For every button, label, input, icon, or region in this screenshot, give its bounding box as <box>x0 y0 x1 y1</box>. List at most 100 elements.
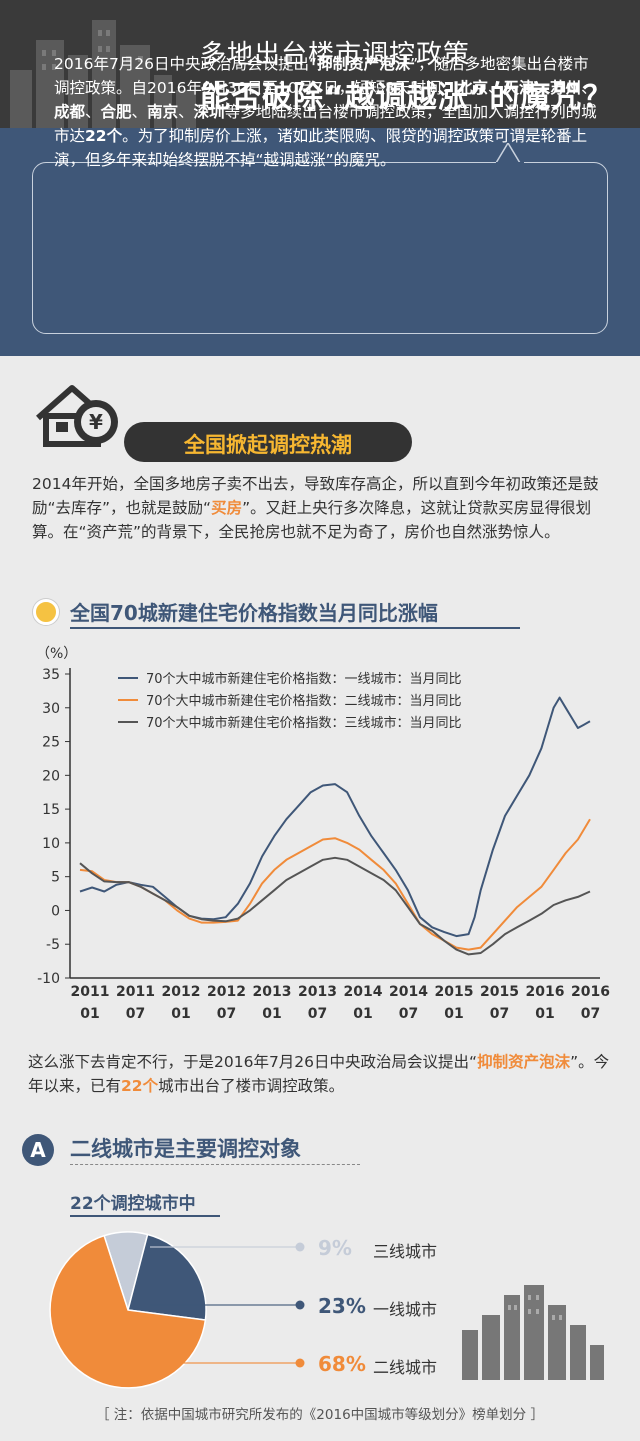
section-a-title: 二线城市是主要调控对象 <box>70 1137 301 1161</box>
para2-text-a: 这么涨下去肯定不行，于是2016年7月26日中央政治局会议提出“ <box>28 1053 478 1071</box>
intro-text: 2016年7月26日中央政治局会议提出“抑制资产泡沫”，随后多地密集出台楼市调控… <box>54 52 602 172</box>
x-tick-label-year: 2015 <box>435 984 474 1000</box>
para1-text-b: ”。又赶上央行多次降息，这就让贷款买房显得很划算。在“资产荒”的背景下，全民抢房… <box>32 499 592 541</box>
y-tick-label: 10 <box>42 836 60 852</box>
x-tick-label-month: 01 <box>353 1006 372 1022</box>
x-tick-label-month: 07 <box>399 1006 418 1022</box>
legend-label-2: 70个大中城市新建住宅价格指数：二线城市：当月同比 <box>146 693 462 709</box>
y-tick-label: 5 <box>51 870 60 886</box>
intro-text-segment: 。为了抑制房价上涨，诸如此类限购、限贷的调控政策可谓是轮番上演，但多年来却始终摆… <box>54 127 588 169</box>
chart-title-bullet-icon <box>33 599 59 625</box>
section1-banner: 全国掀起调控热潮 <box>124 422 412 462</box>
x-tick-label-year: 2011 <box>71 984 110 1000</box>
x-tick-label-year: 2016 <box>526 984 565 1000</box>
x-tick-label-month: 07 <box>581 1006 600 1022</box>
section-a-badge: A <box>22 1134 54 1166</box>
pie-title: 22个调控城市中 <box>70 1194 196 1214</box>
pie-leader-dot-2 <box>295 1300 305 1310</box>
house-yen-icon: ¥ <box>36 385 118 447</box>
pie-title-underline <box>70 1215 220 1217</box>
x-tick-label-year: 2014 <box>389 984 428 1000</box>
city-skyline-small-icon <box>462 1285 604 1380</box>
intro-text-segment: 、 <box>581 79 597 97</box>
intro-text-bold: 成都 <box>54 103 86 121</box>
header-title-line1: 多地出台楼市调控政策 <box>200 40 471 70</box>
section-a-underline <box>70 1164 360 1165</box>
line-chart: （%） -10 -5 0 5 10 15 20 25 30 35 2011 01 2011 07 2012 01… <box>36 646 610 1022</box>
pie-legend-name-tier2: 二线城市 <box>373 1358 438 1377</box>
x-tick-label-month: 07 <box>126 1006 145 1022</box>
y-tick-label: 0 <box>51 903 60 919</box>
pie-legend-pct-tier2: 68% <box>318 1352 366 1376</box>
intro-text-segment: 、 <box>178 103 194 121</box>
x-tick-label-month: 07 <box>308 1006 327 1022</box>
x-tick-label-year: 2011 <box>116 984 155 1000</box>
pie-legend-pct-tier3: 9% <box>318 1236 352 1260</box>
y-tick-label: 20 <box>42 768 60 784</box>
section1-banner-label: 全国掀起调控热潮 <box>184 433 352 457</box>
pie-chart <box>49 1231 305 1389</box>
para2-highlight1: 抑制资产泡沫 <box>477 1053 571 1071</box>
x-tick-label-year: 2015 <box>480 984 519 1000</box>
city-skyline-icon <box>10 20 196 128</box>
y-tick-label: -5 <box>46 937 60 953</box>
para2-highlight2: 22个 <box>121 1077 159 1095</box>
x-tick-label-month: 01 <box>535 1006 554 1022</box>
intro-text-segment: ”，随后多地密集出台楼市调控政策。自2016年9月30日至10月7日，短短8天时… <box>54 55 589 97</box>
para2-text-c: 城市出台了楼市调控政策。 <box>158 1077 345 1095</box>
legend-label-3: 70个大中城市新建住宅价格指数：三线城市：当月同比 <box>146 715 462 731</box>
y-axis-label: （%） <box>36 646 77 662</box>
pie-legend-pct-tier1: 23% <box>318 1294 366 1318</box>
series-line-1 <box>79 696 591 938</box>
svg-text:¥: ¥ <box>89 410 103 434</box>
para1-text-a: 2014年开始，全国多地房子卖不出去，导致库存高企，所以直到今年初政策还是鼓励“… <box>32 475 599 517</box>
x-tick-label-month: 07 <box>217 1006 236 1022</box>
chart-title-underline <box>70 627 520 629</box>
x-tick-label-year: 2016 <box>571 984 610 1000</box>
x-tick-label-month: 01 <box>171 1006 190 1022</box>
x-tick-label-year: 2013 <box>253 984 292 1000</box>
series-line-3 <box>79 856 591 956</box>
pie-legend-name-tier1: 一线城市 <box>373 1300 438 1319</box>
intro-text-bold: 深圳 <box>193 103 225 121</box>
intro-text-bold: 抑制资产泡沫 <box>317 55 411 73</box>
x-tick-label-year: 2013 <box>298 984 337 1000</box>
intro-text-bold: 合肥 <box>100 103 132 121</box>
y-tick-label: 35 <box>42 667 60 683</box>
pie-legend-name-tier3: 三线城市 <box>373 1242 438 1261</box>
intro-text-segment: 2016年7月26日中央政治局会议提出“ <box>54 55 318 73</box>
intro-text-bold: 南京 <box>147 103 179 121</box>
chart-title: 全国70城新建住宅价格指数当月同比涨幅 <box>70 601 438 625</box>
intro-text-segment: 、 <box>488 79 504 97</box>
section1-paragraph: 2014年开始，全国多地房子卖不出去，导致库存高企，所以直到今年初政策还是鼓励“… <box>32 472 620 544</box>
x-tick-label-month: 01 <box>262 1006 281 1022</box>
y-tick-label: 30 <box>42 701 60 717</box>
intro-speech-bubble <box>32 162 608 334</box>
x-tick-label-month: 01 <box>80 1006 99 1022</box>
legend-label-1: 70个大中城市新建住宅价格指数：一线城市：当月同比 <box>146 671 462 687</box>
speech-bubble-tail-icon <box>496 143 524 163</box>
intro-text-bold: 北京 <box>456 79 488 97</box>
para1-highlight: 买房 <box>211 499 243 517</box>
header-title-line2: 能否破除“越调越涨”的魔咒？ <box>200 80 614 115</box>
pie-leader-dot-3 <box>295 1358 305 1368</box>
y-tick-label: 25 <box>42 735 60 751</box>
intro-text-segment: 、 <box>131 103 148 121</box>
para2-text-b: ”。今年以来，已有 <box>28 1053 610 1095</box>
pie-slice-tier2 <box>49 1234 207 1389</box>
intro-text-segment: 等多地陆续出台楼市调控政策，全国加入调控行列的城市达 <box>54 103 597 145</box>
x-tick-label-year: 2012 <box>207 984 246 1000</box>
pie-leader-dot-1 <box>295 1242 305 1252</box>
x-tick-label-year: 2014 <box>344 984 383 1000</box>
x-tick-label-month: 07 <box>490 1006 509 1022</box>
intro-text-segment: 、 <box>85 103 101 121</box>
intro-text-segment: 、 <box>534 79 551 97</box>
y-tick-label: -10 <box>37 971 60 987</box>
y-tick-label: 15 <box>42 802 60 818</box>
header-banner: 多地出台楼市调控政策 能否破除“越调越涨”的魔咒？ <box>0 0 640 128</box>
x-tick-label-month: 01 <box>444 1006 463 1022</box>
intro-text-bold: 苏州 <box>550 79 582 97</box>
section1-paragraph2: 这么涨下去肯定不行，于是2016年7月26日中央政治局会议提出“抑制资产泡沫”。… <box>28 1050 623 1098</box>
pie-slice-tier1 <box>127 1233 207 1321</box>
x-tick-label-year: 2012 <box>162 984 201 1000</box>
